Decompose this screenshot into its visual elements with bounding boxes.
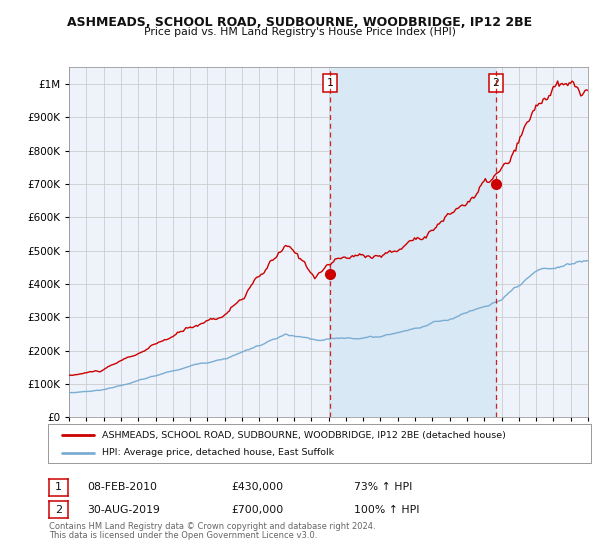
Text: 2: 2 [492, 78, 499, 88]
Text: 100% ↑ HPI: 100% ↑ HPI [354, 505, 419, 515]
Text: Contains HM Land Registry data © Crown copyright and database right 2024.: Contains HM Land Registry data © Crown c… [49, 522, 376, 531]
Text: 1: 1 [55, 482, 62, 492]
Text: ASHMEADS, SCHOOL ROAD, SUDBOURNE, WOODBRIDGE, IP12 2BE (detached house): ASHMEADS, SCHOOL ROAD, SUDBOURNE, WOODBR… [103, 431, 506, 440]
Text: £430,000: £430,000 [231, 482, 283, 492]
Text: £700,000: £700,000 [231, 505, 283, 515]
Text: 2: 2 [55, 505, 62, 515]
Text: 08-FEB-2010: 08-FEB-2010 [87, 482, 157, 492]
Text: Price paid vs. HM Land Registry's House Price Index (HPI): Price paid vs. HM Land Registry's House … [144, 27, 456, 37]
Text: 73% ↑ HPI: 73% ↑ HPI [354, 482, 412, 492]
Text: 30-AUG-2019: 30-AUG-2019 [87, 505, 160, 515]
Text: 1: 1 [327, 78, 334, 88]
Text: ASHMEADS, SCHOOL ROAD, SUDBOURNE, WOODBRIDGE, IP12 2BE: ASHMEADS, SCHOOL ROAD, SUDBOURNE, WOODBR… [67, 16, 533, 29]
Text: This data is licensed under the Open Government Licence v3.0.: This data is licensed under the Open Gov… [49, 531, 317, 540]
Bar [330, 67, 496, 417]
Text: HPI: Average price, detached house, East Suffolk: HPI: Average price, detached house, East… [103, 448, 334, 457]
